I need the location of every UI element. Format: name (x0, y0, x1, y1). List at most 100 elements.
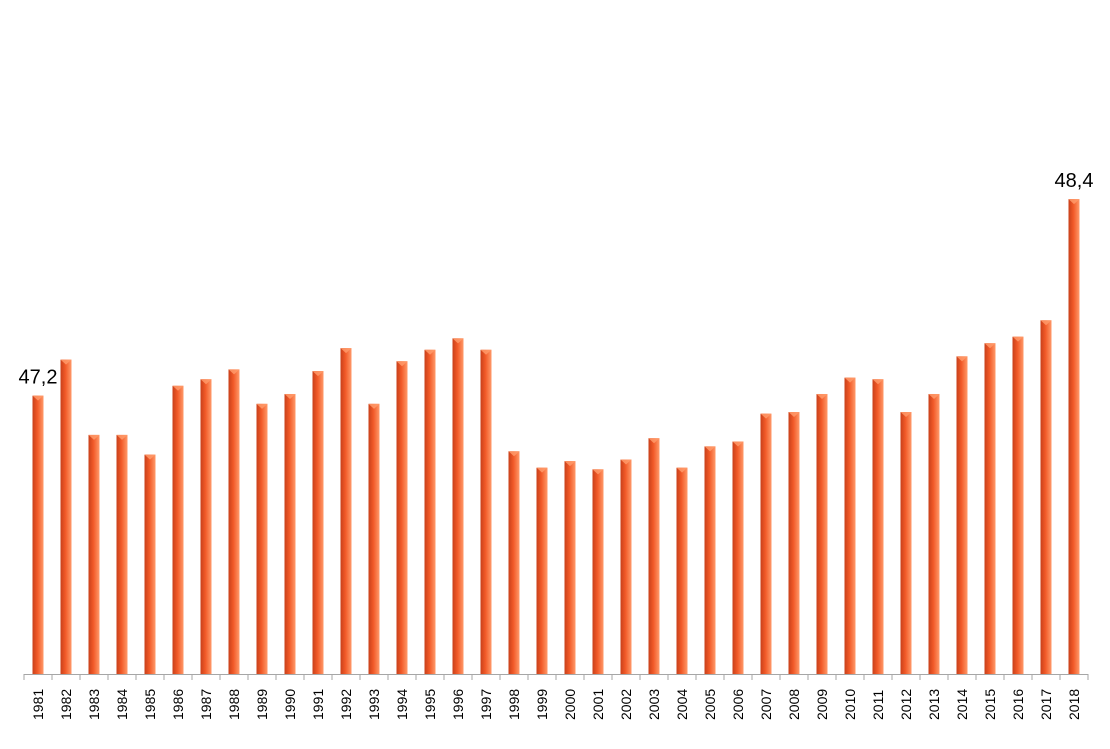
x-tick-label-2008: 2008 (786, 689, 802, 720)
x-tick-label-1987: 1987 (198, 689, 214, 720)
bar-cap-1982 (60, 359, 72, 365)
bar-2011 (872, 379, 884, 674)
x-axis-ticks (23, 674, 1089, 680)
bar-1998 (508, 451, 520, 674)
bar-cap-1996 (452, 338, 464, 344)
bar-cap-1995 (424, 349, 436, 355)
bar-1994 (396, 361, 408, 674)
bar-cap-1992 (340, 348, 352, 354)
bar-1986 (172, 385, 184, 674)
x-tick-label-2003: 2003 (646, 689, 662, 720)
bar-1982 (60, 359, 72, 674)
x-tick-label-1984: 1984 (114, 689, 130, 720)
bar-cap-2003 (648, 438, 660, 444)
x-tick-label-1995: 1995 (422, 689, 438, 720)
bar-1981 (32, 395, 44, 674)
bar-2002 (620, 459, 632, 674)
x-tick-label-1989: 1989 (254, 689, 270, 720)
bar-2016 (1012, 336, 1024, 674)
bar-1989 (256, 403, 268, 674)
bar-cap-2012 (900, 412, 912, 417)
x-tick-label-1982: 1982 (58, 689, 74, 720)
bar-1992 (340, 348, 352, 674)
bar-cap-1989 (256, 403, 268, 409)
x-tick-label-2015: 2015 (982, 689, 998, 720)
bar-1995 (424, 349, 436, 674)
bar-2001 (592, 469, 604, 674)
x-tick-label-2013: 2013 (926, 689, 942, 720)
bar-1997 (480, 349, 492, 674)
bar-2000 (564, 461, 576, 674)
x-tick-label-2012: 2012 (898, 689, 914, 720)
bar-1991 (312, 371, 324, 674)
bar-cap-1985 (144, 454, 156, 460)
bar-cap-1993 (368, 403, 380, 409)
bar-1993 (368, 403, 380, 674)
bar-cap-1994 (396, 361, 408, 367)
bar-1988 (228, 369, 240, 674)
bar-2012 (900, 412, 912, 674)
bar-cap-2006 (732, 441, 744, 447)
bar-cap-1981 (32, 395, 44, 401)
bar-cap-1991 (312, 371, 324, 377)
x-tick-label-2006: 2006 (730, 689, 746, 720)
x-tick-label-1994: 1994 (394, 689, 410, 720)
bar-2017 (1040, 320, 1052, 674)
x-tick-label-2016: 2016 (1010, 689, 1026, 720)
bar-2005 (704, 446, 716, 674)
bar-1984 (116, 434, 128, 674)
bar-2008 (788, 412, 800, 674)
bar-1987 (200, 379, 212, 674)
bar-cap-2004 (676, 467, 688, 473)
bar-2013 (928, 393, 940, 674)
bar-cap-2011 (872, 379, 884, 385)
bar-cap-1987 (200, 379, 212, 385)
x-tick-label-2010: 2010 (842, 689, 858, 720)
bar-1999 (536, 467, 548, 674)
data-labels: 47,2 48,4 (19, 170, 1094, 389)
x-tick-label-1997: 1997 (478, 689, 494, 720)
bar-cap-2017 (1040, 320, 1052, 326)
bar-1985 (144, 454, 156, 674)
x-axis-labels: 1981 1982 1983 1984 1985 1986 1987 1988 1989 1990… (30, 689, 1082, 720)
data-label-1981: 47,2 (19, 367, 58, 389)
bar-2006 (732, 441, 744, 674)
x-tick-label-2004: 2004 (674, 689, 690, 720)
x-tick-label-1991: 1991 (310, 689, 326, 720)
x-tick-label-2017: 2017 (1038, 689, 1054, 720)
x-tick-label-1981: 1981 (30, 689, 46, 720)
bar-2015 (984, 343, 996, 674)
bar-2018 (1068, 199, 1080, 674)
bar-2003 (648, 438, 660, 674)
x-tick-label-2002: 2002 (618, 689, 634, 720)
bar-1983 (88, 434, 100, 674)
x-tick-label-2005: 2005 (702, 689, 718, 720)
x-tick-label-1983: 1983 (86, 689, 102, 720)
x-tick-label-2000: 2000 (562, 689, 578, 720)
bar-cap-1986 (172, 385, 184, 391)
bar-cap-2007 (760, 413, 772, 419)
bar-2010 (844, 377, 856, 674)
bar-cap-2014 (956, 356, 968, 362)
data-label-2018: 48,4 (1055, 170, 1094, 192)
x-tick-label-1992: 1992 (338, 689, 354, 720)
bar-cap-1990 (284, 393, 296, 399)
bar-cap-2008 (788, 412, 800, 417)
bar-cap-1997 (480, 349, 492, 355)
bar-cap-1984 (116, 434, 128, 440)
bar-cap-1983 (88, 434, 100, 440)
x-tick-label-2001: 2001 (590, 689, 606, 720)
bar-cap-1988 (228, 369, 240, 375)
bar-cap-2015 (984, 343, 996, 349)
bar-cap-2005 (704, 446, 716, 452)
bar-1990 (284, 393, 296, 674)
bar-cap-2009 (816, 393, 828, 399)
x-tick-label-2018: 2018 (1066, 689, 1082, 720)
bar-cap-2002 (620, 459, 632, 465)
bar-cap-1998 (508, 451, 520, 457)
x-tick-label-1986: 1986 (170, 689, 186, 720)
bar-cap-2018 (1068, 199, 1080, 205)
bar-cap-1999 (536, 467, 548, 473)
